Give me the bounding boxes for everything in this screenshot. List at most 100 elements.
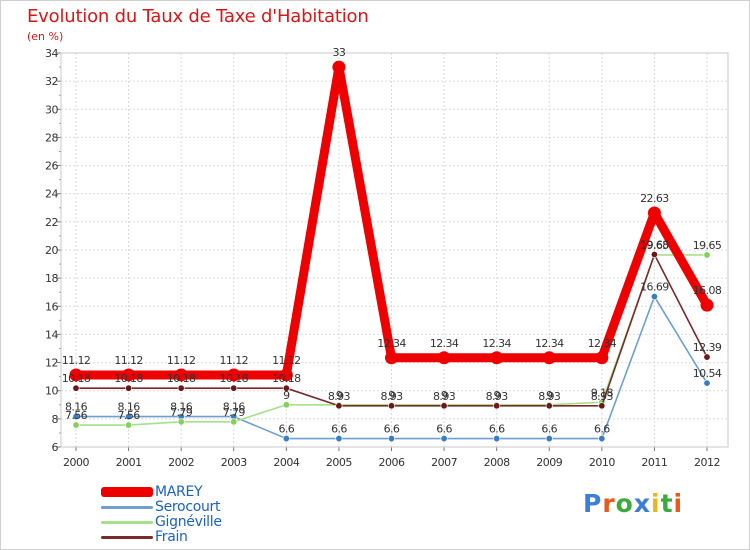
data-point-marey: [490, 351, 504, 365]
data-point-gigneville: [177, 418, 185, 426]
proxiti-logo: Proxiti: [583, 489, 683, 518]
x-tick-label: 2006: [379, 456, 405, 469]
data-point-serocourt: [125, 413, 133, 421]
data-label-gigneville: 7.56: [118, 409, 141, 422]
data-label-gigneville: 7.79: [170, 406, 193, 419]
legend-swatch-frain: [101, 536, 153, 539]
data-label-marey: 11.12: [167, 354, 196, 367]
y-axis-unit-label: (en %): [27, 30, 64, 43]
legend-label-marey: MAREY: [155, 484, 203, 500]
y-tick-label: 8: [52, 413, 59, 426]
data-point-frain: [335, 402, 343, 410]
data-label-serocourt: 6.6: [594, 423, 610, 436]
data-label-gigneville: 9.18: [591, 386, 614, 399]
data-label-frain: 8.93: [591, 390, 614, 403]
data-label-serocourt: 6.6: [384, 423, 400, 436]
x-tick-label: 2007: [431, 456, 457, 469]
data-point-marey: [385, 351, 398, 365]
data-label-serocourt: 8.16: [170, 401, 193, 414]
data-point-gigneville: [282, 401, 290, 409]
data-label-serocourt: 6.6: [331, 423, 347, 436]
y-tick-label: 20: [45, 244, 58, 257]
data-point-marey: [332, 60, 346, 74]
data-label-serocourt: 16.69: [640, 281, 669, 294]
data-label-frain: 8.93: [433, 390, 456, 403]
data-point-serocourt: [703, 379, 711, 387]
data-label-marey: 33: [333, 46, 346, 59]
data-point-serocourt: [72, 413, 80, 421]
data-point-marey: [542, 351, 556, 365]
y-tick-label: 30: [45, 103, 58, 116]
logo-letter: x: [633, 489, 651, 518]
y-tick-label: 22: [45, 216, 58, 229]
x-tick-label: 2004: [273, 456, 299, 469]
data-point-marey: [227, 368, 241, 382]
data-label-marey: 12.34: [430, 337, 459, 350]
data-point-frain: [125, 384, 133, 392]
data-point-frain: [545, 402, 553, 410]
data-point-serocourt: [387, 435, 395, 443]
legend-label-gigneville: Gignéville: [155, 514, 222, 530]
data-point-serocourt: [335, 435, 343, 443]
data-label-frain: 10.18: [220, 372, 249, 385]
data-label-serocourt: 6.6: [541, 423, 557, 436]
data-label-serocourt: 8.16: [65, 401, 88, 414]
data-label-frain: 8.93: [538, 390, 561, 403]
data-point-frain: [282, 384, 290, 392]
legend-item-serocourt: Serocourt: [101, 499, 321, 516]
data-label-frain: 19.68: [640, 239, 669, 252]
x-tick-label: 2002: [168, 456, 194, 469]
x-tick-label: 2008: [484, 456, 510, 469]
data-label-marey: 12.34: [588, 337, 617, 350]
data-point-serocourt: [493, 435, 501, 443]
data-point-serocourt: [282, 435, 290, 443]
data-label-frain: 10.18: [114, 372, 143, 385]
data-label-gigneville: 9: [546, 389, 553, 402]
y-tick-label: 34: [45, 47, 58, 60]
data-point-gigneville: [125, 421, 133, 429]
data-point-marey: [437, 351, 451, 365]
legend-swatch-serocourt: [101, 506, 153, 509]
data-label-frain: 8.93: [380, 390, 403, 403]
x-tick-label: 2001: [116, 456, 142, 469]
legend-item-marey: MAREY: [101, 484, 321, 501]
data-label-serocourt: 10.54: [693, 367, 722, 380]
data-label-serocourt: 6.6: [489, 423, 505, 436]
data-label-marey: 12.34: [482, 337, 511, 350]
data-label-gigneville: 19.65: [693, 239, 722, 252]
data-label-gigneville: 9: [441, 389, 448, 402]
data-label-gigneville: 9: [283, 389, 290, 402]
data-point-marey: [647, 206, 661, 220]
data-point-gigneville: [230, 418, 238, 426]
data-label-marey: 11.12: [114, 354, 143, 367]
plot-border: [60, 52, 729, 448]
y-tick-label: 24: [45, 188, 58, 201]
data-label-frain: 8.93: [328, 390, 351, 403]
data-label-marey: 16.08: [693, 284, 722, 297]
y-tick-label: 26: [45, 160, 58, 173]
y-tick-label: 16: [45, 300, 58, 313]
x-tick-label: 2005: [326, 456, 352, 469]
data-label-marey: 12.34: [535, 337, 564, 350]
logo-letter: t: [660, 489, 674, 518]
data-point-frain: [703, 353, 711, 361]
chart-title: Evolution du Taux de Taxe d'Habitation: [27, 6, 369, 27]
legend-swatch-gigneville: [101, 521, 153, 524]
data-point-frain: [650, 251, 658, 259]
data-point-frain: [177, 384, 185, 392]
logo-letter: P: [583, 489, 603, 518]
legend-label-frain: Frain: [155, 529, 188, 545]
logo-letter: o: [615, 489, 634, 518]
data-label-gigneville: 9: [388, 389, 395, 402]
data-label-gigneville: 9: [493, 389, 500, 402]
data-point-marey: [700, 298, 714, 312]
data-label-marey: 12.34: [377, 337, 406, 350]
data-label-serocourt: 6.6: [436, 423, 452, 436]
legend-label-serocourt: Serocourt: [155, 499, 221, 515]
data-point-marey: [122, 368, 136, 382]
y-tick-label: 6: [52, 441, 59, 454]
data-point-frain: [387, 402, 395, 410]
logo-letter: i: [673, 489, 684, 518]
data-label-serocourt: 8.16: [223, 401, 246, 414]
data-label-gigneville: 19.65: [640, 239, 669, 252]
